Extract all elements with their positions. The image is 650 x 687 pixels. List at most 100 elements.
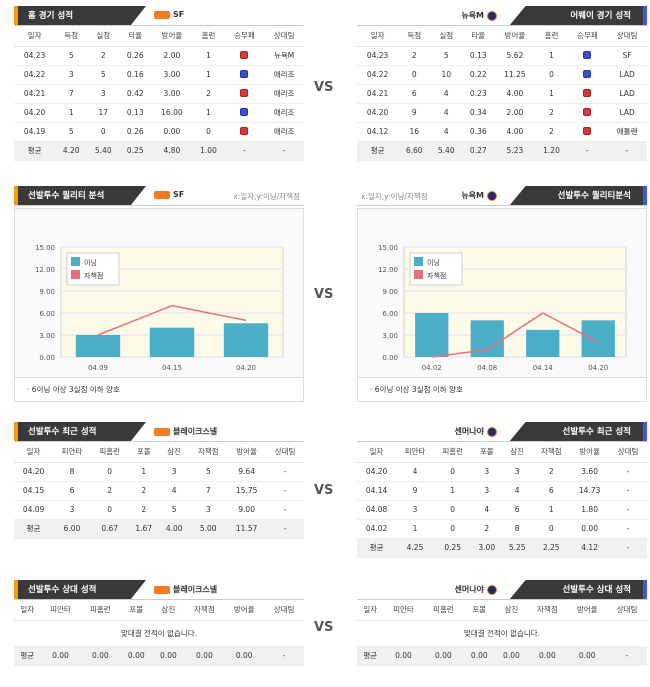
x-tick-label: 04.20 bbox=[236, 364, 256, 372]
table-cell: 2 bbox=[128, 500, 159, 520]
average-row: 평균 6.00 0.67 1.67 4.00 5.00 11.57- bbox=[14, 519, 304, 539]
x-tick-label: 04.09 bbox=[88, 364, 108, 372]
table-cell: 04.21 bbox=[14, 84, 56, 104]
table-cell: 04.20 bbox=[14, 103, 56, 123]
bar-innings bbox=[526, 329, 560, 357]
table-cell: 10 bbox=[430, 65, 463, 85]
y-tick-label: 9.00 bbox=[382, 288, 398, 296]
table-cell: 0.13 bbox=[119, 103, 152, 123]
table-row: 04.20 9 4 0.34 2.00 2 LAD bbox=[357, 103, 647, 123]
average-cell: - bbox=[607, 141, 647, 161]
y-tick-label: 0.00 bbox=[39, 354, 55, 362]
table-cell: 9 bbox=[396, 481, 434, 501]
table-cell: 1 bbox=[128, 462, 159, 482]
away-record-panel: 뉴욕M 어웨이 경기 성적 일자 득점 실점 타율 방어율 홈런 승무패 상대팀 04.23 2 5… bbox=[357, 6, 647, 161]
table-cell: 6 bbox=[398, 84, 431, 104]
table-cell: 04.20 bbox=[14, 462, 54, 482]
average-row: 평균 0.00 0.00 0.00 0.00 0.00 0.00- bbox=[14, 646, 304, 666]
table-cell: 1 bbox=[396, 519, 434, 539]
average-cell: 0.25 bbox=[433, 538, 472, 558]
table-cell: 15.75 bbox=[227, 481, 267, 501]
table-cell: 5 bbox=[158, 500, 190, 520]
away-record-header: 뉴욕M 어웨이 경기 성적 bbox=[357, 6, 647, 26]
table-cell: 1 bbox=[192, 46, 225, 66]
quality-right-panel: x:일자,y:이닝/자책점 뉴욕M 선발투수 퀄리티분석 0.00 3.00 6.0… bbox=[357, 186, 647, 402]
win-badge-icon bbox=[583, 107, 592, 116]
table-cell: 애리조 bbox=[264, 84, 304, 104]
table-cell: 0.34 bbox=[462, 103, 495, 123]
bar-innings bbox=[75, 335, 121, 357]
average-cell: 4.00 bbox=[158, 519, 190, 539]
line-earned-runs bbox=[431, 312, 599, 358]
average-cell: 0.00 bbox=[383, 646, 424, 666]
table-cell: 6 bbox=[532, 481, 571, 501]
result-cell bbox=[567, 65, 608, 85]
bar-innings bbox=[149, 327, 195, 357]
table-cell: 0.26 bbox=[119, 122, 152, 142]
table-cell: 애리조 bbox=[264, 122, 304, 142]
table-cell: 8 bbox=[53, 462, 91, 482]
column-header: 득점 bbox=[398, 26, 431, 47]
table-header-row: 일자 피안타 피홈런 포볼 삼진 자책점 방어율 상대팀 bbox=[14, 442, 304, 463]
average-cell: 1.00 bbox=[192, 141, 225, 161]
table-cell: 1 bbox=[535, 84, 568, 104]
x-tick-label: 04.08 bbox=[477, 364, 497, 372]
table-cell: 3 bbox=[471, 462, 502, 482]
average-cell: - bbox=[266, 519, 304, 539]
column-header: 홈런 bbox=[192, 26, 225, 47]
column-header: 피홈런 bbox=[80, 600, 121, 621]
column-header: 방어율 bbox=[570, 442, 610, 463]
table-cell: 5 bbox=[189, 462, 228, 482]
column-header: 실점 bbox=[87, 26, 120, 47]
table-cell: 2.00 bbox=[494, 103, 536, 123]
average-cell: - bbox=[264, 646, 304, 666]
mets-logo-icon bbox=[487, 426, 497, 437]
away-record-title: 어웨이 경기 성적 bbox=[509, 6, 647, 26]
table-cell: 4 bbox=[430, 84, 463, 104]
table-cell: 9.64 bbox=[227, 462, 267, 482]
table-header-row: 일자 득점 실점 타율 방어율 홈런 승무패 상대팀 bbox=[14, 26, 304, 47]
average-cell: 평균 bbox=[357, 538, 397, 558]
table-cell: 0 bbox=[398, 65, 431, 85]
table-cell: 04.14 bbox=[357, 481, 397, 501]
table-cell: 0 bbox=[87, 122, 120, 142]
table-cell: 1.80 bbox=[570, 500, 610, 520]
average-cell: 0.67 bbox=[90, 519, 129, 539]
average-cell: 3.00 bbox=[471, 538, 502, 558]
column-header: 타율 bbox=[119, 26, 152, 47]
result-cell bbox=[224, 84, 265, 104]
column-header: 자책점 bbox=[527, 600, 568, 621]
table-cell: 04.22 bbox=[14, 65, 56, 85]
column-header: 피홈런 bbox=[90, 442, 129, 463]
column-header: 피안타 bbox=[40, 600, 81, 621]
column-header: 홈런 bbox=[535, 26, 568, 47]
column-header: 상대팀 bbox=[607, 600, 647, 621]
table-cell: 7 bbox=[55, 84, 88, 104]
table-cell: - bbox=[266, 481, 304, 501]
table-cell: - bbox=[609, 500, 647, 520]
table-cell: 04.20 bbox=[357, 103, 399, 123]
y-tick-label: 12.00 bbox=[378, 266, 398, 274]
table-cell: 04.23 bbox=[357, 46, 399, 66]
average-cell: 2.25 bbox=[532, 538, 571, 558]
average-cell: 0.00 bbox=[120, 646, 153, 666]
empty-row: 맞대결 전적이 없습니다. bbox=[357, 620, 647, 647]
average-cell: 0.25 bbox=[119, 141, 152, 161]
vs-right-title: 선발투수 상대 성적 bbox=[509, 580, 647, 600]
vs-label: VS bbox=[314, 80, 334, 95]
result-cell bbox=[567, 122, 608, 142]
table-cell: 2.00 bbox=[151, 46, 193, 66]
table-cell: 8 bbox=[501, 519, 533, 539]
giants-logo-icon bbox=[154, 10, 170, 19]
table-cell: 3 bbox=[53, 500, 91, 520]
quality-left-subtitle: x:일자,y:이닝/자책점 bbox=[233, 192, 300, 201]
recent-right-table: 일자 피안타 피홈런 포볼 삼진 자책점 방어율 상대팀 04.20 4 0 3 3 2 3.60-04.1… bbox=[357, 442, 647, 558]
table-row: 04.23 5 2 0.26 2.00 1 뉴욕M bbox=[14, 46, 304, 66]
y-tick-label: 6.00 bbox=[39, 310, 55, 318]
table-cell: 0.00 bbox=[570, 519, 610, 539]
quality-right-team: 뉴욕M bbox=[461, 191, 484, 200]
column-header: 상대팀 bbox=[609, 442, 647, 463]
quality-left-chart: 0.00 3.00 6.00 9.00 12.00 15.00 04.09 04.15 04.2… bbox=[14, 208, 304, 378]
table-header-row: 일자 피안타 피홈런 포볼 삼진 자책점 방어율 상대팀 bbox=[357, 442, 647, 463]
quality-left-team: SF bbox=[173, 190, 185, 199]
